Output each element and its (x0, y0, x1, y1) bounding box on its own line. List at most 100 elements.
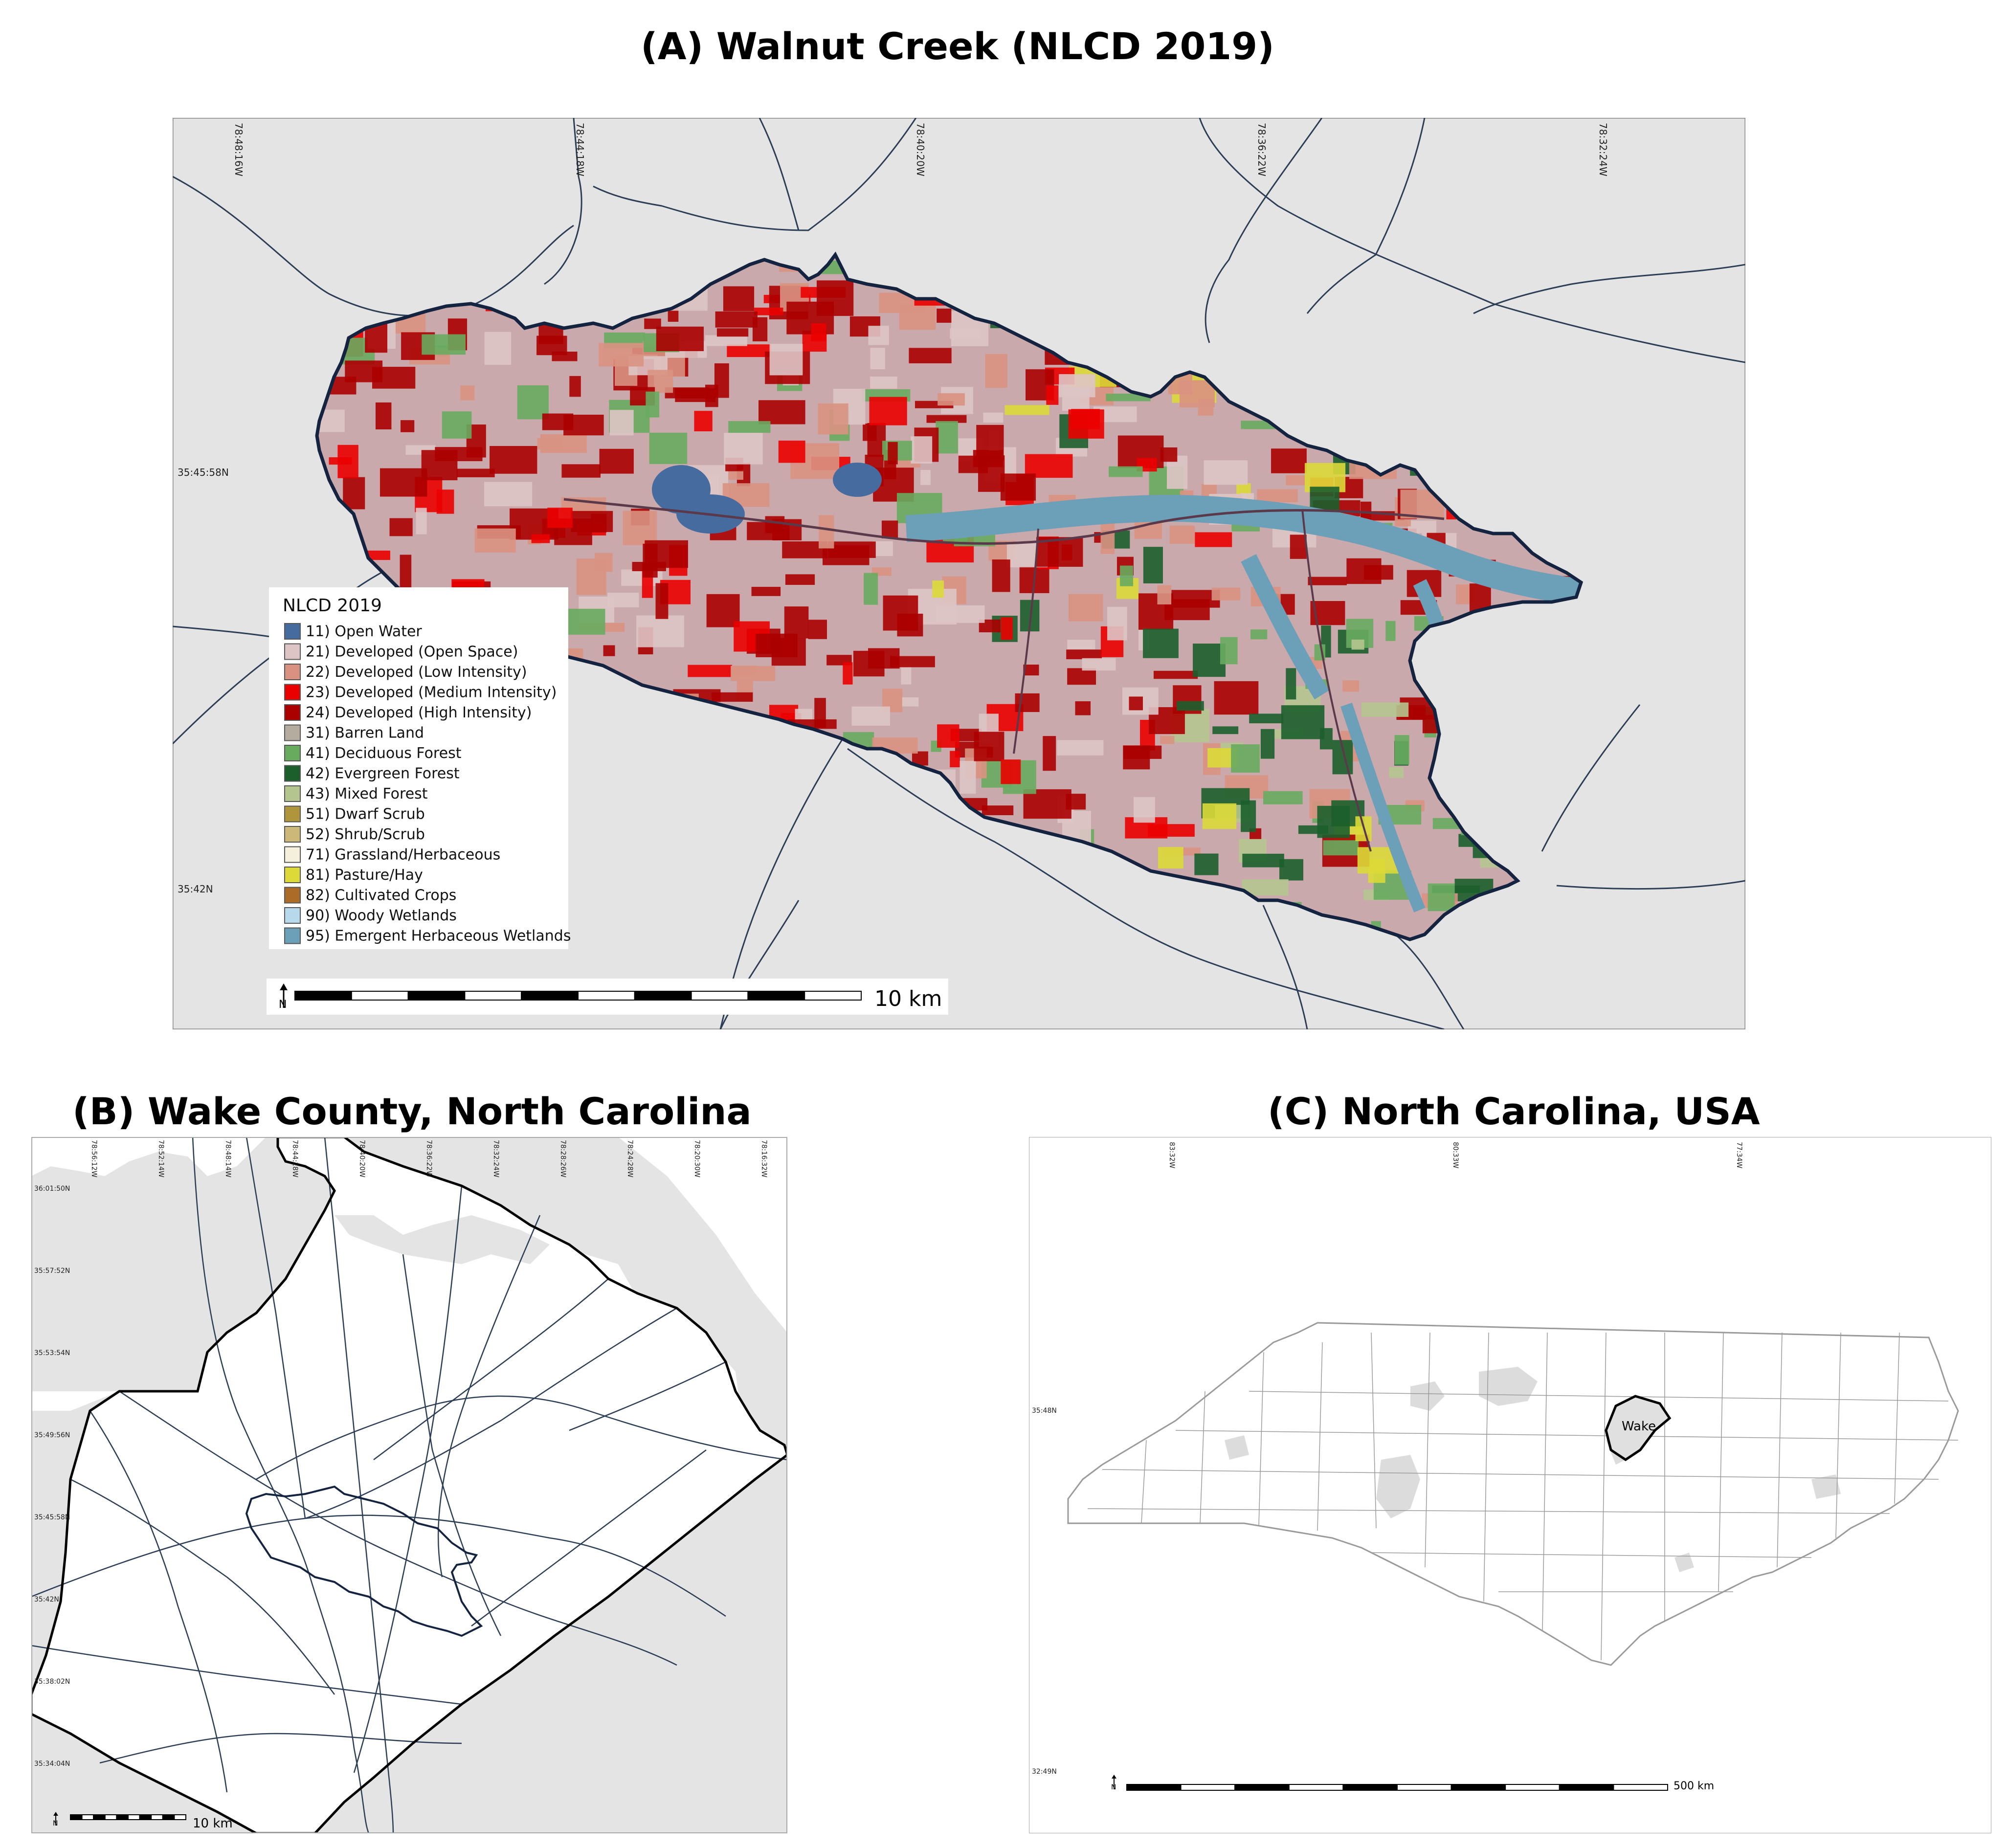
panel-b-lat-label: 35:49:56N (34, 1431, 70, 1439)
legend-swatch (284, 684, 301, 701)
north-arrow-icon: N (53, 1812, 58, 1827)
legend-item-label: 22) Developed (Low Intensity) (306, 664, 527, 681)
panel-c-lon-label: 77:34W (1735, 1142, 1743, 1168)
panel-b-lon-label: 78:32:24W (492, 1140, 500, 1178)
wake-county-label: Wake (1622, 1419, 1656, 1434)
wake-county-shape (1605, 1395, 1672, 1462)
scalebar-segment (139, 1814, 152, 1820)
legend-swatch (284, 846, 301, 863)
panel-a-scalebar: N 10 km (267, 979, 948, 1015)
legend-item-label: 42) Evergreen Forest (306, 765, 460, 782)
legend-item-label: 41) Deciduous Forest (306, 745, 462, 762)
panel-b-lon-label: 78:36:22W (425, 1140, 433, 1178)
legend-swatch (284, 745, 301, 761)
scalebar-segment (128, 1814, 140, 1820)
panel-b-lon-label: 78:56:12W (90, 1140, 98, 1178)
scalebar-segment (1450, 1784, 1506, 1791)
panel-a-lon-label: 78:32:24W (1597, 123, 1609, 177)
panel-c-lon-label: 83:32W (1168, 1142, 1176, 1168)
legend-item-label: 43) Mixed Forest (306, 785, 428, 802)
scalebar-segment (804, 991, 862, 1001)
legend-swatch (284, 907, 301, 924)
legend-swatch (284, 623, 301, 640)
panel-b-lat-label: 35:53:54N (34, 1349, 70, 1357)
panel-b-lon-label: 78:52:14W (157, 1140, 165, 1178)
scalebar-segment (1180, 1784, 1236, 1791)
scalebar-segment (151, 1814, 163, 1820)
panel-b-watershed-outline (245, 1485, 483, 1637)
scalebar-segment (691, 991, 749, 1001)
scalebar-segment (634, 991, 692, 1001)
panel-b-lat-label: 35:45:58N (34, 1514, 70, 1521)
scalebar-segment (1559, 1784, 1614, 1791)
scalebar-segment (407, 991, 466, 1001)
scalebar-segment (162, 1814, 175, 1820)
legend-item-label: 51) Dwarf Scrub (306, 806, 425, 823)
scalebar-segment (116, 1814, 129, 1820)
panel-b-lon-label: 78:20:30W (693, 1140, 701, 1178)
legend-swatch (284, 765, 301, 782)
legend-item-label: 23) Developed (Medium Intensity) (306, 684, 557, 701)
nc-state-outline (1067, 1322, 1959, 1666)
legend-item-label: 24) Developed (High Intensity) (306, 704, 532, 721)
panel-c-lat-label: 32:49N (1032, 1768, 1057, 1776)
svg-text:N: N (1111, 1783, 1116, 1791)
panel-b-lon-label: 78:24:28W (626, 1140, 634, 1178)
legend-swatch (284, 805, 301, 823)
legend-item-label: 52) Shrub/Scrub (306, 826, 425, 843)
panel-b-lat-label: 35:42N (34, 1596, 59, 1603)
panel-c-lat-label: 35:48N (1032, 1407, 1057, 1415)
panel-b-roads (31, 1137, 787, 1833)
svg-text:N: N (279, 999, 287, 1011)
panel-b-scale-label: 10 km (193, 1816, 233, 1831)
panel-c-scale-label: 500 km (1673, 1780, 1714, 1792)
panel-a-lon-label: 78:48:16W (233, 123, 245, 177)
panel-c-title: (C) North Carolina, USA (1268, 1090, 1760, 1133)
scalebar-segment (1505, 1784, 1560, 1791)
panel-b-lat-label: 35:38:02N (34, 1678, 70, 1686)
legend-item-label: 21) Developed (Open Space) (306, 644, 518, 661)
legend-swatch (284, 927, 301, 944)
legend-item-label: 95) Emergent Herbaceous Wetlands (306, 928, 571, 945)
panel-b-map: 78:56:12W 78:52:14W 78:48:14W 78:44:18W 78:4… (31, 1137, 787, 1833)
legend-swatch (284, 664, 301, 680)
svg-text:N: N (53, 1820, 58, 1827)
panel-b-lon-label: 78:44:18W (291, 1140, 299, 1178)
panel-b-lon-label: 78:16:32W (760, 1140, 768, 1178)
panel-b-lon-label: 78:28:26W (559, 1140, 567, 1178)
legend-item-label: 71) Grassland/Herbaceous (306, 846, 500, 864)
panel-a-lat-label: 35:42N (178, 883, 213, 895)
panel-a-scale-label: 10 km (874, 986, 942, 1011)
scalebar-segment (1613, 1784, 1669, 1791)
legend-item-label: 31) Barren Land (306, 725, 424, 742)
panel-a-map: 78:48:16W 78:44:18W 78:40:20W 78:36:22W … (173, 118, 1745, 1029)
nc-county-lines (1087, 1332, 1959, 1661)
panel-b-lon-label: 78:40:20W (358, 1140, 366, 1178)
scalebar-segment (1397, 1784, 1452, 1791)
panel-b-county-fill (31, 1137, 787, 1833)
panel-a-lon-label: 78:44:18W (574, 123, 586, 177)
legend-item-label: 81) Pasture/Hay (306, 867, 423, 884)
legend-title: NLCD 2019 (283, 596, 382, 616)
scalebar-segment (351, 991, 409, 1001)
scalebar-segment (521, 991, 579, 1001)
scalebar-segment (1234, 1784, 1290, 1791)
legend-swatch (284, 887, 301, 904)
scalebar-segment (81, 1814, 94, 1820)
panel-c-lon-label: 80:33W (1451, 1142, 1459, 1168)
panel-b-lat-label: 35:34:04N (34, 1760, 70, 1768)
panel-a-lon-label: 78:40:20W (915, 123, 926, 177)
panel-a-legend: NLCD 2019 11) Open Water 21) Developed (O… (269, 587, 571, 949)
scalebar-segment (294, 991, 352, 1001)
scalebar-segment (174, 1814, 186, 1820)
scalebar-segment (104, 1814, 117, 1820)
scalebar-segment (1288, 1784, 1344, 1791)
panel-b-lat-label: 36:01:50N (34, 1185, 70, 1193)
north-arrow-icon: N (279, 983, 288, 1011)
legend-swatch (284, 826, 301, 843)
panel-b-scalebar: N 10 km (53, 1812, 233, 1831)
legend-swatch (284, 867, 301, 883)
scalebar-segment (464, 991, 522, 1001)
legend-swatch (284, 785, 301, 802)
panel-c-scalebar: N 500 km (1111, 1775, 1714, 1792)
